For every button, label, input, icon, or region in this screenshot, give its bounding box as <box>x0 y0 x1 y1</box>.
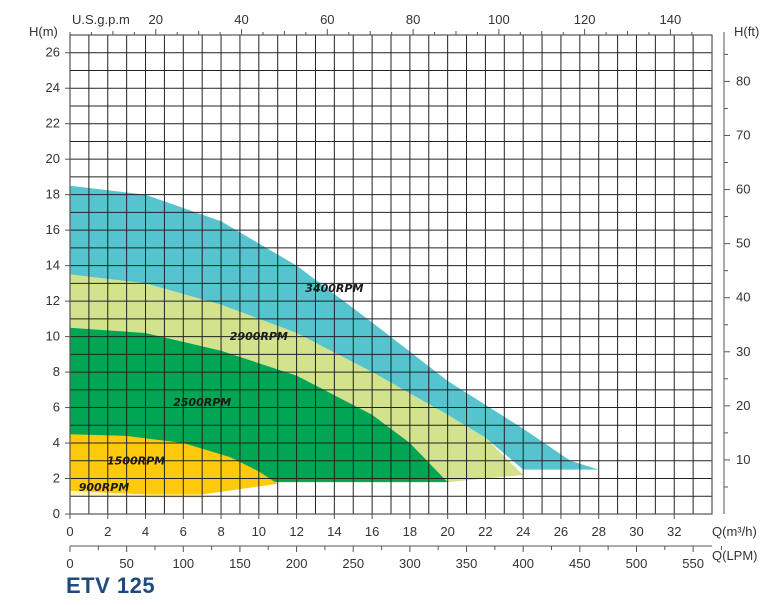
x-lpm-tick-label: 200 <box>286 556 308 571</box>
y-right-tick-label: 60 <box>736 182 750 197</box>
x-bottom-tick-label: 8 <box>217 524 224 539</box>
series-labels: 3400RPM 2900RPM 2500RPM 1500RPM 900RPM <box>79 282 364 494</box>
y-right-tick-label: 50 <box>736 236 750 251</box>
y-left-tick-label: 24 <box>46 80 60 95</box>
x-bottom-tick-label: 18 <box>403 524 417 539</box>
chart-grid <box>70 35 712 514</box>
y-left-tick-label: 6 <box>53 400 60 415</box>
x-lpm-tick-label: 500 <box>626 556 648 571</box>
y-right-tick-label: 30 <box>736 344 750 359</box>
y-left-tick-label: 22 <box>46 116 60 131</box>
x-lpm-tick-label: 550 <box>682 556 704 571</box>
curve-area-1500rpm <box>70 434 278 495</box>
x-lpm-tick-label: 400 <box>512 556 534 571</box>
x-top-tick-label: 40 <box>234 12 248 27</box>
y-right-tick-label: 40 <box>736 290 750 305</box>
x-top-tick-label: 100 <box>488 12 510 27</box>
y-right-axis-label: H(ft) <box>734 24 759 39</box>
x-bottom-tick-label: 12 <box>289 524 303 539</box>
x-lpm-tick-label: 250 <box>342 556 364 571</box>
y-left-tick-label: 12 <box>46 293 60 308</box>
x-bottom-tick-label: 10 <box>252 524 266 539</box>
y-left-axis-label: H(m) <box>29 24 58 39</box>
model-title: ETV 125 <box>66 573 156 598</box>
series-label-1500rpm: 1500RPM <box>107 454 165 467</box>
axes: 0246810121416182022242610203040506070800… <box>46 12 751 571</box>
x-bottom-tick-label: 0 <box>66 524 73 539</box>
y-left-tick-label: 8 <box>53 364 60 379</box>
x-bottom-tick-label: 30 <box>629 524 643 539</box>
series-label-3400rpm: 3400RPM <box>305 282 363 295</box>
y-left-tick-label: 16 <box>46 222 60 237</box>
x-lpm-tick-label: 150 <box>229 556 251 571</box>
y-left-tick-label: 20 <box>46 151 60 166</box>
y-right-tick-label: 20 <box>736 398 750 413</box>
y-left-tick-label: 4 <box>53 435 60 450</box>
y-right-tick-label: 10 <box>736 452 750 467</box>
x-bottom-tick-label: 16 <box>365 524 379 539</box>
y-left-tick-label: 10 <box>46 329 60 344</box>
series-label-900rpm: 900RPM <box>79 481 129 494</box>
x-lpm-tick-label: 0 <box>66 556 73 571</box>
x-bottom-tick-label: 32 <box>667 524 681 539</box>
y-left-tick-label: 14 <box>46 258 60 273</box>
x-lpm-tick-label: 300 <box>399 556 421 571</box>
y-right-tick-label: 70 <box>736 127 750 142</box>
x-top-axis-label: U.S.g.p.m <box>72 12 130 27</box>
pump-curve-chart: 0246810121416182022242610203040506070800… <box>29 12 759 571</box>
y-left-tick-label: 26 <box>46 45 60 60</box>
y-right-tick-label: 80 <box>736 73 750 88</box>
x-top-tick-label: 140 <box>660 12 682 27</box>
y-left-tick-label: 18 <box>46 187 60 202</box>
x-bottom-tick-label: 22 <box>478 524 492 539</box>
x-lpm-axis-label: Q(LPM) <box>712 548 758 563</box>
x-lpm-tick-label: 350 <box>456 556 478 571</box>
x-bottom-tick-label: 20 <box>440 524 454 539</box>
x-top-tick-label: 80 <box>406 12 420 27</box>
y-left-tick-label: 2 <box>53 471 60 486</box>
series-label-2500rpm: 2500RPM <box>173 396 231 409</box>
x-top-tick-label: 60 <box>320 12 334 27</box>
x-bottom-tick-label: 6 <box>180 524 187 539</box>
x-top-tick-label: 120 <box>574 12 596 27</box>
x-bottom-tick-label: 28 <box>591 524 605 539</box>
x-bottom-tick-label: 24 <box>516 524 530 539</box>
x-lpm-tick-label: 100 <box>172 556 194 571</box>
x-bottom-axis-label: Q(m³/h) <box>712 524 757 539</box>
series-label-2900rpm: 2900RPM <box>230 330 288 343</box>
x-bottom-tick-label: 4 <box>142 524 149 539</box>
x-bottom-tick-label: 14 <box>327 524 341 539</box>
x-lpm-tick-label: 450 <box>569 556 591 571</box>
x-bottom-tick-label: 26 <box>554 524 568 539</box>
x-lpm-tick-label: 50 <box>119 556 133 571</box>
x-bottom-tick-label: 2 <box>104 524 111 539</box>
y-left-tick-label: 0 <box>53 506 60 521</box>
x-top-tick-label: 20 <box>149 12 163 27</box>
